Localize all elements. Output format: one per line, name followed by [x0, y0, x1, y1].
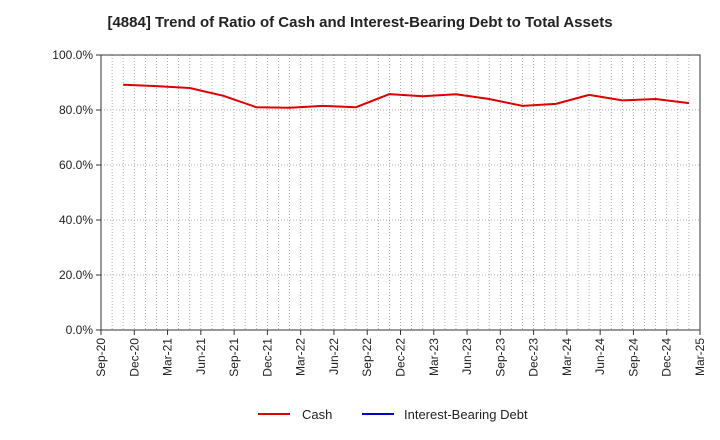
axes-layer: 0.0% 20.0% 40.0% 60.0% 80.0% 100.0% Sep-20 Dec-…	[52, 48, 707, 377]
series-line-cash	[123, 83, 690, 109]
x-tick-label: Mar-25	[693, 338, 707, 376]
x-tick-label: Jun-22	[327, 338, 341, 375]
legend-label-cash: Cash	[302, 407, 332, 422]
y-tick-label: 20.0%	[59, 268, 93, 282]
x-tick-label: Dec-24	[660, 338, 674, 377]
x-tick-label: Mar-23	[427, 338, 441, 376]
series-layer	[123, 83, 690, 109]
legend-label-interest-bearing-debt: Interest-Bearing Debt	[404, 407, 528, 422]
x-tick-label: Jun-23	[460, 338, 474, 375]
x-tick-label: Sep-24	[626, 338, 640, 377]
y-tick-label: 0.0%	[66, 323, 94, 337]
y-tick-label: 80.0%	[59, 103, 93, 117]
grid-layer	[100, 54, 701, 331]
x-tick-label: Sep-20	[94, 338, 108, 377]
x-tick-label: Sep-22	[360, 338, 374, 377]
x-tick-label: Mar-21	[161, 338, 175, 376]
x-tick-label: Mar-22	[294, 338, 308, 376]
x-tick-label: Jun-21	[194, 338, 208, 375]
y-tick-label: 40.0%	[59, 213, 93, 227]
x-tick-label: Sep-21	[227, 338, 241, 377]
x-tick-label: Dec-23	[527, 338, 541, 377]
chart-title: [4884] Trend of Ratio of Cash and Intere…	[107, 14, 613, 31]
y-tick-label: 100.0%	[52, 48, 93, 62]
x-tick-label: Jun-24	[593, 338, 607, 375]
x-tick-label: Dec-22	[394, 338, 408, 377]
plot-frame	[100, 54, 701, 331]
y-tick-label: 60.0%	[59, 158, 93, 172]
x-tick-label: Dec-21	[260, 338, 274, 377]
legend: Cash Interest-Bearing Debt	[258, 407, 528, 422]
x-tick-label: Sep-23	[493, 338, 507, 377]
x-tick-label: Mar-24	[560, 338, 574, 376]
x-tick-label: Dec-20	[127, 338, 141, 377]
